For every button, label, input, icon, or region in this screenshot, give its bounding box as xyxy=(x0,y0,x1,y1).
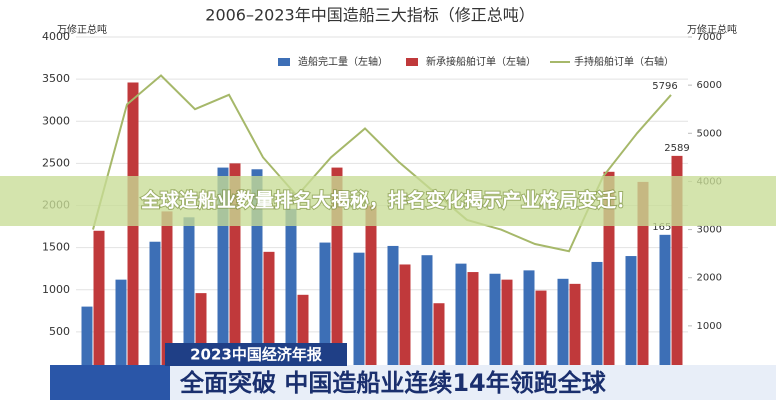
data-label: 2589 xyxy=(664,143,689,154)
bar xyxy=(81,306,93,374)
banner-text: 全球造船业数量排名大揭秘，排名变化揭示产业格局变迁！ xyxy=(140,189,635,212)
y-tick-label: 4000 xyxy=(42,30,70,43)
bar xyxy=(161,211,173,374)
bar xyxy=(217,167,229,374)
bar xyxy=(399,264,411,374)
bar xyxy=(591,261,603,374)
legend-label: 造船完工量（左轴） xyxy=(298,55,388,68)
bar xyxy=(433,303,445,374)
y2-tick-label: 7000 xyxy=(697,32,722,43)
bar xyxy=(523,270,535,374)
bar xyxy=(263,251,275,374)
bar xyxy=(637,181,649,374)
bar xyxy=(229,163,241,374)
bar xyxy=(195,293,207,374)
news-tag: 2023中国经济年报 xyxy=(190,346,322,364)
y2-tick-label: 1000 xyxy=(697,321,722,332)
y-axis-label: 万修正总吨 xyxy=(57,23,107,36)
legend-label: 新承接船舶订单（左轴） xyxy=(426,55,536,68)
bar xyxy=(115,279,127,374)
bar xyxy=(365,205,377,374)
bar xyxy=(421,255,433,374)
bar xyxy=(387,245,399,374)
bar xyxy=(671,155,683,374)
line xyxy=(92,74,672,253)
y2-tick-label: 5000 xyxy=(697,128,722,139)
bar xyxy=(535,290,547,374)
y-tick-label: 3000 xyxy=(42,114,70,127)
data-label: 5796 xyxy=(652,81,677,92)
banner-bg xyxy=(0,176,776,226)
y-tick-label: 500 xyxy=(49,325,70,338)
bar xyxy=(467,272,479,374)
bar xyxy=(569,283,581,374)
y-tick-label: 1000 xyxy=(42,283,70,296)
bar xyxy=(625,256,637,374)
legend-label: 手持船舶订单（右轴） xyxy=(574,55,674,68)
bar xyxy=(501,279,513,374)
bar xyxy=(93,230,105,374)
news-bar xyxy=(50,365,776,400)
chart-title: 2006–2023年中国造船三大指标（修正总吨） xyxy=(205,6,534,25)
bar xyxy=(285,208,297,374)
legend-swatch xyxy=(406,58,418,66)
bar xyxy=(183,217,195,374)
y2-axis-label: 万修正总吨 xyxy=(687,23,737,36)
bar xyxy=(489,273,501,374)
y-tick-label: 3500 xyxy=(42,72,70,85)
legend-swatch xyxy=(278,58,290,66)
y-tick-label: 1500 xyxy=(42,241,70,254)
bar xyxy=(557,278,569,374)
y2-tick-label: 3000 xyxy=(697,225,722,236)
data-label: 1652 xyxy=(652,222,677,233)
y-tick-label: 2500 xyxy=(42,156,70,169)
bar xyxy=(353,252,365,374)
news-tag-bg xyxy=(165,343,347,366)
bar xyxy=(251,169,263,374)
bar xyxy=(603,171,615,374)
bar xyxy=(455,263,467,374)
bar xyxy=(659,234,671,374)
bar xyxy=(127,82,139,375)
bar xyxy=(149,241,161,374)
y2-tick-label: 2000 xyxy=(697,273,722,284)
bar xyxy=(297,294,309,374)
news-headline: 全面突破 中国造船业连续14年领跑全球 xyxy=(179,369,607,397)
y2-tick-label: 6000 xyxy=(697,80,722,91)
bar xyxy=(319,242,331,374)
news-accent xyxy=(50,365,170,400)
bar xyxy=(331,167,343,374)
